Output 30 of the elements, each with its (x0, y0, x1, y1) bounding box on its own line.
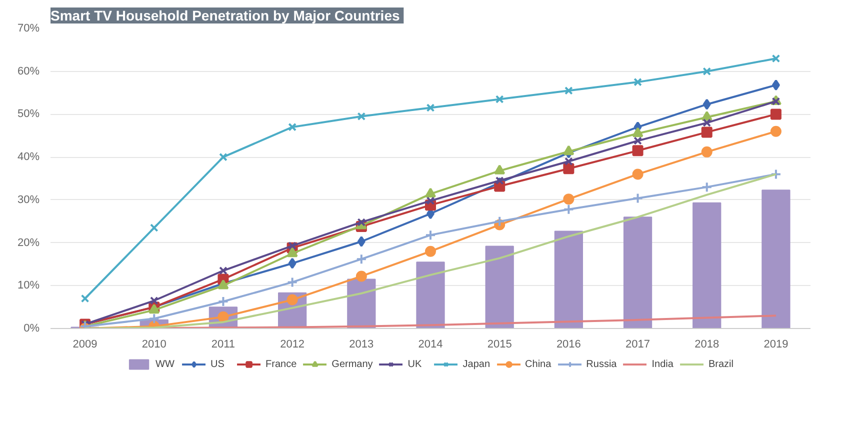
y-tick-label: 20% (17, 236, 40, 249)
legend-label: Russia (586, 358, 617, 370)
x-tick-label: 2013 (349, 338, 374, 350)
x-tick-label: 2009 (72, 338, 98, 350)
legend-label: India (652, 358, 674, 370)
x-tick-label: 2016 (556, 338, 581, 350)
x-tick-label: 2018 (694, 338, 720, 350)
x-tick-label: 2010 (142, 338, 166, 350)
chart-title: Smart TV Household Penetration by Major Countries (50, 8, 400, 24)
x-tick-label: 2012 (280, 338, 305, 350)
legend-label: UK (408, 358, 423, 370)
x-tick-label: 2015 (487, 338, 512, 350)
y-tick-label: 50% (17, 108, 40, 120)
legend-label: Brazil (708, 358, 734, 370)
legend-label: WW (156, 358, 176, 370)
x-tick-label: 2019 (764, 338, 788, 350)
y-tick-label: 40% (17, 151, 40, 164)
x-tick-label: 2014 (418, 338, 443, 350)
y-tick-label: 30% (17, 194, 40, 206)
legend-label: China (525, 358, 552, 370)
legend-label: Germany (332, 358, 373, 370)
legend-label: France (266, 358, 297, 370)
legend-label: US (210, 358, 226, 370)
legend-label: Japan (462, 358, 490, 370)
x-tick-label: 2017 (626, 338, 650, 350)
x-tick-label: 2011 (211, 338, 236, 350)
y-tick-label: 70% (17, 22, 40, 34)
y-tick-label: 60% (17, 65, 40, 78)
y-tick-label: 0% (24, 322, 40, 334)
y-tick-label: 10% (17, 280, 40, 292)
